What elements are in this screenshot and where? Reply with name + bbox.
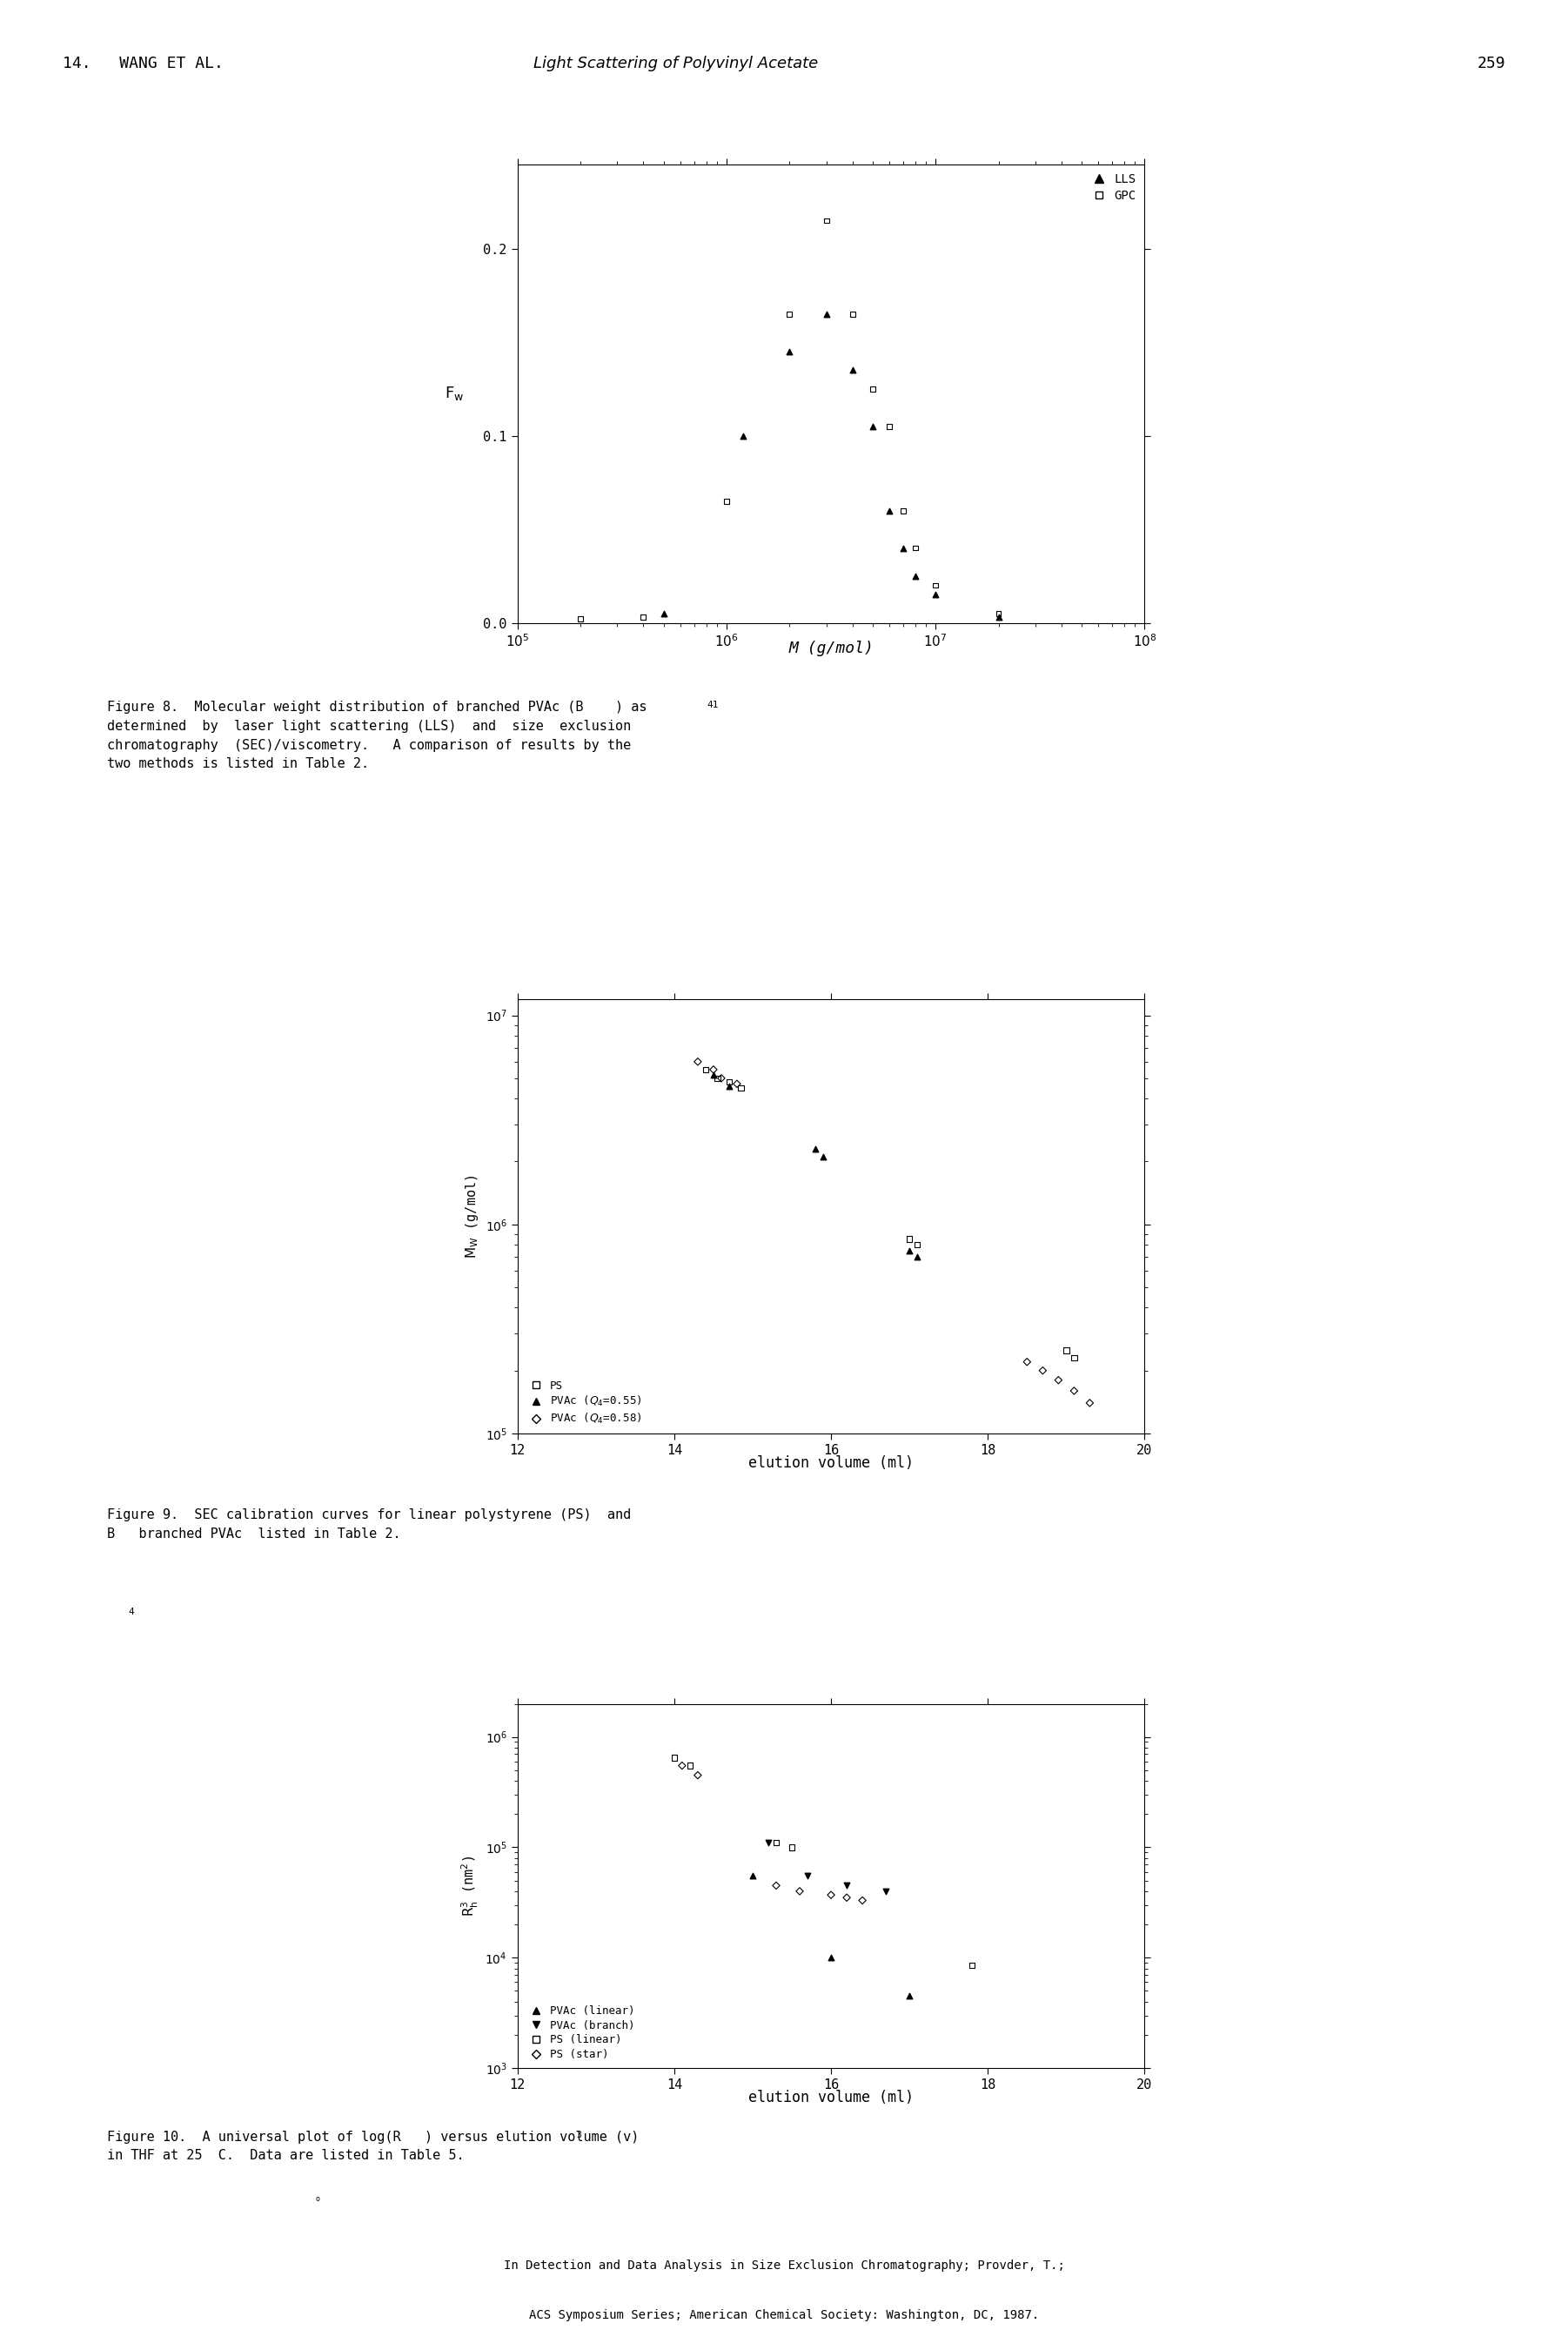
Point — [779, 1828, 804, 1866]
Point — [811, 1137, 836, 1175]
Point — [1062, 1372, 1087, 1410]
GPC — [776, 296, 801, 334]
Point — [717, 1062, 742, 1100]
LLS — [814, 296, 839, 334]
Text: elution volume (ml): elution volume (ml) — [748, 1455, 914, 1471]
GPC — [814, 202, 839, 240]
Point — [1030, 1351, 1055, 1389]
Point — [897, 1220, 922, 1257]
Y-axis label: $\mathsf{F_w}$: $\mathsf{F_w}$ — [445, 385, 464, 402]
Point — [1014, 1344, 1040, 1382]
Legend: LLS, GPC: LLS, GPC — [1083, 172, 1138, 204]
Point — [873, 1873, 898, 1911]
Y-axis label: $\mathsf{R_h^3}$ (nm$^2$): $\mathsf{R_h^3}$ (nm$^2$) — [459, 1856, 480, 1915]
Point — [740, 1856, 765, 1894]
Point — [905, 1227, 930, 1264]
GPC — [861, 371, 886, 409]
Point — [787, 1873, 812, 1911]
Text: 4: 4 — [129, 1607, 135, 1617]
Point — [795, 1856, 820, 1894]
Point — [670, 1746, 695, 1784]
GPC — [713, 482, 739, 519]
LLS — [986, 599, 1011, 637]
Point — [834, 1866, 859, 1904]
Point — [685, 1755, 710, 1793]
Point — [724, 1065, 750, 1102]
Text: ACS Symposium Series; American Chemical Society: Washington, DC, 1987.: ACS Symposium Series; American Chemical … — [528, 2308, 1040, 2322]
Point — [677, 1746, 702, 1784]
Text: o: o — [315, 2195, 320, 2202]
GPC — [986, 595, 1011, 632]
Point — [693, 1050, 718, 1088]
Point — [960, 1946, 985, 1983]
Text: 3: 3 — [577, 2129, 582, 2139]
Point — [701, 1050, 726, 1088]
Point — [685, 1043, 710, 1081]
Point — [897, 1231, 922, 1269]
LLS — [877, 491, 902, 529]
Point — [706, 1060, 731, 1097]
Point — [897, 1976, 922, 2014]
Point — [834, 1878, 859, 1915]
Text: 259: 259 — [1477, 56, 1505, 70]
Text: M (g/mol): M (g/mol) — [789, 642, 873, 656]
Text: Figure 9.  SEC calibration curves for linear polystyrene (PS)  and
B   branched : Figure 9. SEC calibration curves for lin… — [107, 1509, 630, 1542]
Text: 14.   WANG ET AL.: 14. WANG ET AL. — [63, 56, 224, 70]
Point — [709, 1060, 734, 1097]
Text: Figure 10.  A universal plot of log(R   ) versus elution volume (v)
in THF at 25: Figure 10. A universal plot of log(R ) v… — [107, 2129, 638, 2162]
Text: In Detection and Data Analysis in Size Exclusion Chromatography; Provder, T.;: In Detection and Data Analysis in Size E… — [503, 2261, 1065, 2272]
Text: elution volume (ml): elution volume (ml) — [748, 2089, 914, 2106]
Point — [662, 1739, 687, 1777]
Point — [764, 1824, 789, 1861]
GPC — [630, 599, 655, 637]
GPC — [903, 529, 928, 566]
Point — [717, 1067, 742, 1104]
LLS — [840, 352, 866, 390]
Point — [905, 1238, 930, 1276]
Text: Figure 8.  Molecular weight distribution of branched PVAc (B    ) as
determined : Figure 8. Molecular weight distribution … — [107, 700, 646, 771]
LLS — [924, 576, 949, 613]
Legend: PS, PVAc ($Q_4$=0.55), PVAc ($Q_4$=0.58): PS, PVAc ($Q_4$=0.55), PVAc ($Q_4$=0.58) — [522, 1377, 644, 1429]
Point — [729, 1069, 754, 1107]
Point — [1077, 1384, 1102, 1422]
Point — [818, 1875, 844, 1913]
GPC — [568, 599, 593, 637]
LLS — [903, 557, 928, 595]
Point — [850, 1882, 875, 1920]
LLS — [651, 595, 676, 632]
Point — [1062, 1339, 1087, 1377]
GPC — [877, 407, 902, 444]
Point — [803, 1130, 828, 1168]
LLS — [861, 407, 886, 444]
GPC — [891, 491, 916, 529]
Legend: PVAc (linear), PVAc (branch), PS (linear), PS (star): PVAc (linear), PVAc (branch), PS (linear… — [522, 2002, 637, 2063]
Point — [818, 1939, 844, 1976]
Point — [1054, 1332, 1079, 1370]
Point — [756, 1824, 781, 1861]
GPC — [840, 296, 866, 334]
LLS — [891, 529, 916, 566]
Point — [1046, 1361, 1071, 1398]
Y-axis label: $\mathsf{M_W}$ (g/mol): $\mathsf{M_W}$ (g/mol) — [464, 1175, 480, 1257]
LLS — [731, 416, 756, 454]
Text: 41: 41 — [707, 700, 718, 710]
Point — [764, 1866, 789, 1904]
LLS — [776, 334, 801, 371]
Text: Light Scattering of Polyvinyl Acetate: Light Scattering of Polyvinyl Acetate — [533, 56, 818, 70]
Point — [701, 1055, 726, 1093]
GPC — [924, 566, 949, 604]
